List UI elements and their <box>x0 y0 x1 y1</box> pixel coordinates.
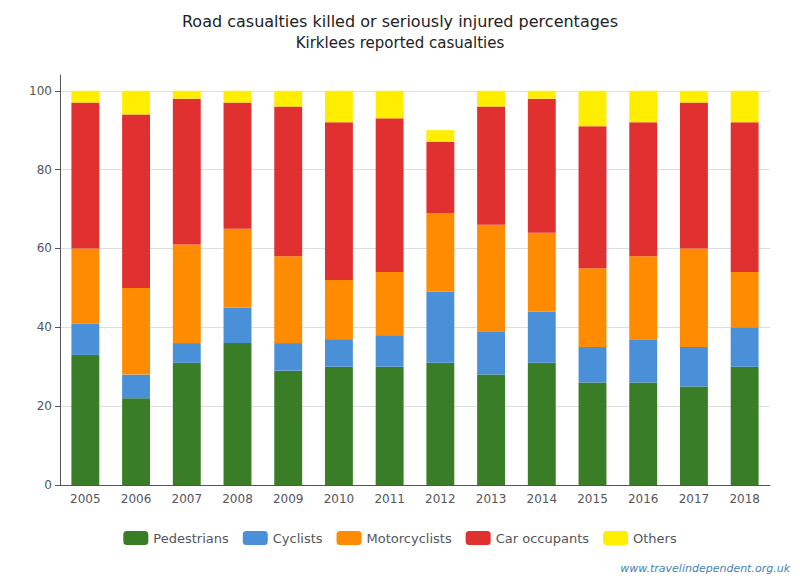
svg-text:40: 40 <box>37 320 52 334</box>
svg-text:2007: 2007 <box>172 492 203 506</box>
svg-text:2017: 2017 <box>679 492 710 506</box>
svg-text:2011: 2011 <box>374 492 405 506</box>
svg-text:2005: 2005 <box>70 492 101 506</box>
svg-text:Cyclists: Cyclists <box>273 531 323 546</box>
svg-text:2014: 2014 <box>527 492 558 506</box>
svg-text:2013: 2013 <box>476 492 507 506</box>
svg-text:Pedestrians: Pedestrians <box>153 531 229 546</box>
svg-text:60: 60 <box>37 241 52 255</box>
svg-text:2010: 2010 <box>324 492 355 506</box>
svg-text:80: 80 <box>37 163 52 177</box>
svg-text:2015: 2015 <box>577 492 608 506</box>
svg-text:2018: 2018 <box>729 492 760 506</box>
svg-text:www.travelindependent.org.uk: www.travelindependent.org.uk <box>620 562 790 575</box>
svg-text:100: 100 <box>29 84 52 98</box>
svg-text:2016: 2016 <box>628 492 659 506</box>
svg-text:Road casualties killed or seri: Road casualties killed or seriously inju… <box>182 12 618 31</box>
svg-text:0: 0 <box>44 478 52 492</box>
svg-text:Others: Others <box>633 531 677 546</box>
svg-text:2009: 2009 <box>273 492 304 506</box>
svg-text:Car occupants: Car occupants <box>496 531 590 546</box>
svg-text:2008: 2008 <box>222 492 253 506</box>
svg-text:20: 20 <box>37 399 52 413</box>
svg-text:Kirklees reported casualties: Kirklees reported casualties <box>296 34 505 52</box>
svg-text:Motorcyclists: Motorcyclists <box>367 531 452 546</box>
svg-text:2012: 2012 <box>425 492 456 506</box>
svg-text:2006: 2006 <box>121 492 152 506</box>
